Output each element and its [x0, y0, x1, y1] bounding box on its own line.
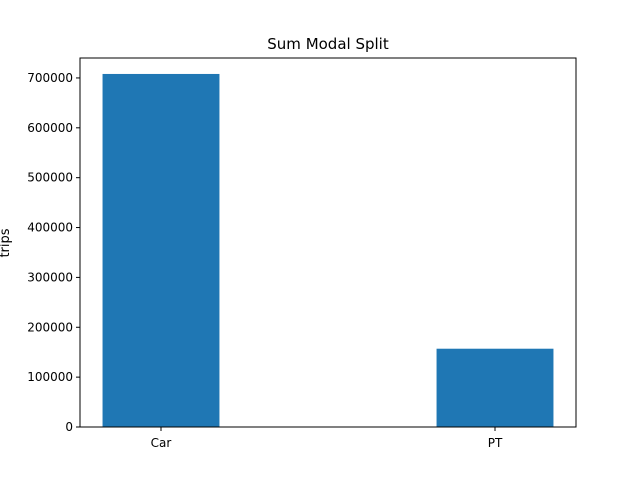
y-axis: 0 100000 200000 300000 400000 500000 600000 700… — [27, 71, 80, 434]
bar-car — [102, 73, 220, 427]
y-axis-label: trips — [0, 228, 13, 257]
bar-pt — [436, 348, 554, 427]
y-tick-label: 300000 — [27, 270, 73, 284]
bars-group — [102, 73, 554, 427]
chart-title: Sum Modal Split — [267, 35, 389, 53]
x-tick-label-car: Car — [151, 436, 172, 450]
y-tick-label: 0 — [65, 420, 73, 434]
y-tick-label: 600000 — [27, 121, 73, 135]
y-tick-label: 400000 — [27, 221, 73, 235]
y-tick-label: 200000 — [27, 320, 73, 334]
y-tick-label: 700000 — [27, 71, 73, 85]
x-axis: Car PT — [151, 427, 503, 450]
x-tick-label-pt: PT — [488, 436, 503, 450]
y-tick-label: 100000 — [27, 370, 73, 384]
plot-frame — [79, 57, 577, 428]
y-tick-label: 500000 — [27, 171, 73, 185]
